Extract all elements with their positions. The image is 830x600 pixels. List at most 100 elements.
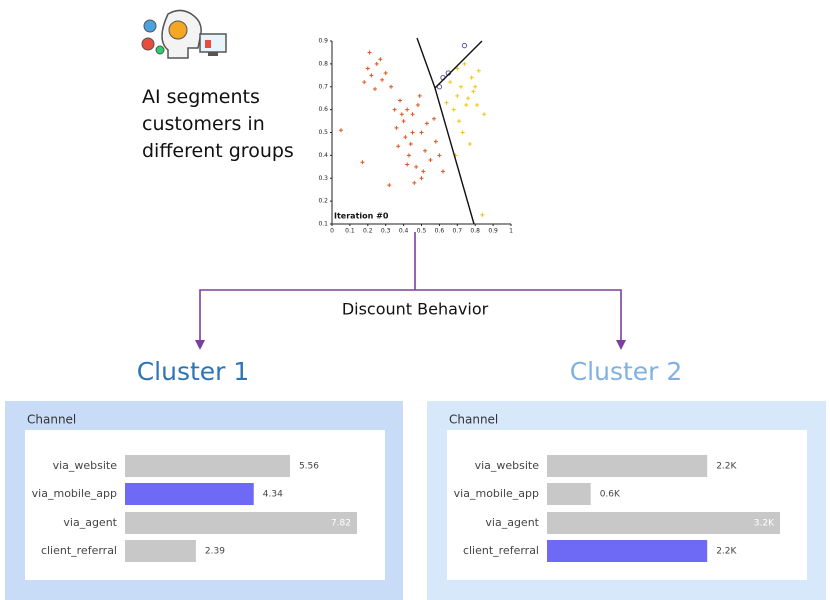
scatter-point (396, 144, 401, 149)
scatter-point (406, 153, 411, 158)
category-label: via_website (53, 459, 118, 472)
scatter-point (378, 57, 383, 62)
value-label: 2.2K (716, 462, 737, 472)
y-tick-label: 0.5 (318, 129, 328, 136)
bar (125, 483, 254, 505)
scatter-point (398, 98, 403, 103)
scatter-point (451, 107, 456, 112)
y-tick-label: 0.9 (318, 38, 328, 45)
scatter-point (469, 75, 474, 80)
scatter-point (444, 100, 449, 105)
scatter-point (405, 107, 410, 112)
category-label: via_agent (485, 516, 539, 529)
scatter-point (455, 66, 460, 71)
panel-title: Channel (449, 413, 498, 427)
annotation: Iteration #0 (334, 212, 389, 221)
y-tick-label: 0.7 (318, 83, 328, 90)
scatter-point (419, 176, 424, 181)
scatter-point (338, 128, 343, 133)
category-label: via_agent (63, 516, 117, 529)
scatter-point (480, 212, 485, 217)
scatter-point (410, 112, 415, 117)
scatter-point (457, 119, 462, 124)
bar (125, 540, 196, 562)
scatter-point (464, 103, 469, 108)
cluster-title: Cluster 2 (570, 357, 683, 386)
arrowhead (195, 340, 205, 350)
category-label: client_referral (463, 544, 539, 557)
ai-icon (141, 9, 227, 59)
scatter-point (389, 84, 394, 89)
bar (547, 540, 708, 562)
scatter-point (415, 103, 420, 108)
value-label: 2.39 (205, 547, 225, 557)
scatter-point (414, 164, 419, 169)
scatter-point (383, 71, 388, 76)
scatter-point (428, 157, 433, 162)
scatter-point (380, 77, 385, 82)
x-tick-label: 0 (330, 228, 334, 235)
cluster-title: Cluster 1 (137, 357, 250, 386)
y-tick-label: 0.2 (318, 198, 328, 205)
scatter-point (421, 169, 426, 174)
y-tick-label: 0.8 (318, 60, 328, 67)
decision-boundary (416, 37, 483, 225)
intro-text: AI segments customers in different group… (142, 86, 294, 162)
x-tick-label: 0.2 (363, 228, 373, 235)
scatter-point (473, 84, 478, 89)
x-tick-label: 0.3 (381, 228, 391, 235)
value-label: 7.82 (331, 519, 351, 529)
scatter-point (405, 162, 410, 167)
scatter-point (399, 112, 404, 117)
bar (547, 455, 708, 477)
value-label: 3.2K (754, 519, 775, 529)
y-tick-label: 0.3 (318, 175, 328, 182)
y-tick-label: 0.4 (318, 152, 328, 159)
scatter-point (412, 180, 417, 185)
scatter-point (417, 93, 422, 98)
scatter-point (408, 141, 413, 146)
scatter-point (410, 130, 415, 135)
category-label: client_referral (41, 544, 117, 557)
scatter-point (467, 141, 472, 146)
scatter-point (401, 119, 406, 124)
category-label: via_mobile_app (32, 487, 117, 500)
split-label: Discount Behavior (342, 300, 489, 319)
bar (547, 483, 591, 505)
scatter-point (419, 130, 424, 135)
scatter-point (448, 80, 453, 85)
category-label: via_mobile_app (454, 487, 539, 500)
x-tick-label: 0.9 (488, 228, 498, 235)
scatter-point (437, 153, 442, 158)
scatter-point (474, 103, 479, 108)
scatter-point (423, 148, 428, 153)
y-tick-label: 0.1 (318, 221, 328, 228)
bar (125, 455, 290, 477)
x-tick-label: 0.1 (345, 228, 355, 235)
connector (199, 232, 622, 345)
scatter-point (462, 61, 467, 66)
x-tick-label: 0.4 (399, 228, 409, 235)
scatter-point (476, 68, 481, 73)
value-label: 4.34 (263, 490, 283, 500)
scatter-point (365, 66, 370, 71)
panel-title: Channel (27, 413, 76, 427)
scatter-point (372, 87, 377, 92)
scatter-point (369, 73, 374, 78)
value-label: 5.56 (299, 462, 319, 472)
scatter-point (424, 121, 429, 126)
plot-background (315, 33, 515, 233)
scatter-point (403, 135, 408, 140)
scatter-point (433, 139, 438, 144)
bar (547, 512, 780, 534)
scatter-point (482, 112, 487, 117)
scatter-point (432, 116, 437, 121)
category-label: via_website (475, 459, 540, 472)
scatter-point (387, 183, 392, 188)
scatter-point (471, 89, 476, 94)
x-tick-label: 0.8 (470, 228, 480, 235)
x-tick-label: 0.7 (453, 228, 463, 235)
arrowhead (616, 340, 626, 350)
